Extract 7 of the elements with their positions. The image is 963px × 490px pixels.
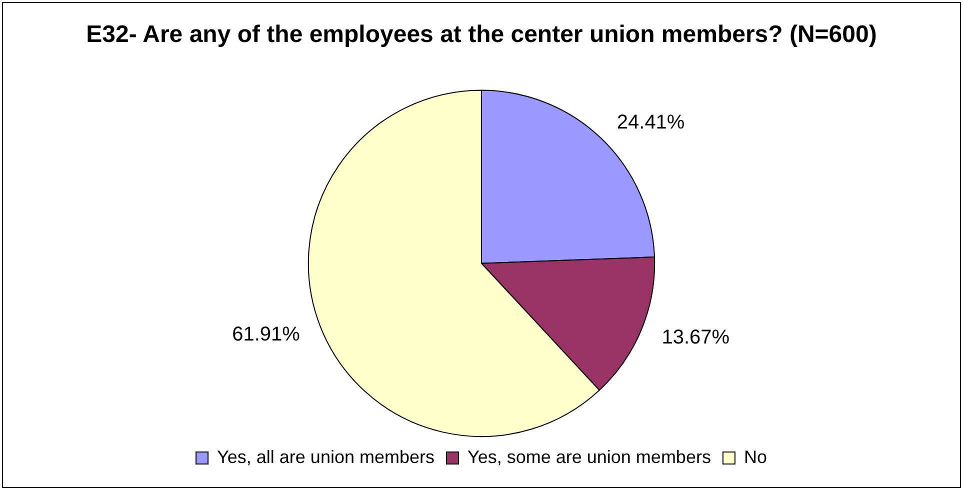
chart-title: E32- Are any of the employees at the center union members? (N=600)	[86, 21, 877, 48]
legend-label: No	[744, 446, 767, 467]
data-label: 13.67%	[662, 326, 730, 349]
data-label: 61.91%	[232, 323, 300, 346]
data-label: 24.41%	[616, 111, 685, 134]
legend-label: Yes, some are union members	[467, 446, 711, 467]
legend-label: Yes, all are union members	[217, 446, 434, 467]
